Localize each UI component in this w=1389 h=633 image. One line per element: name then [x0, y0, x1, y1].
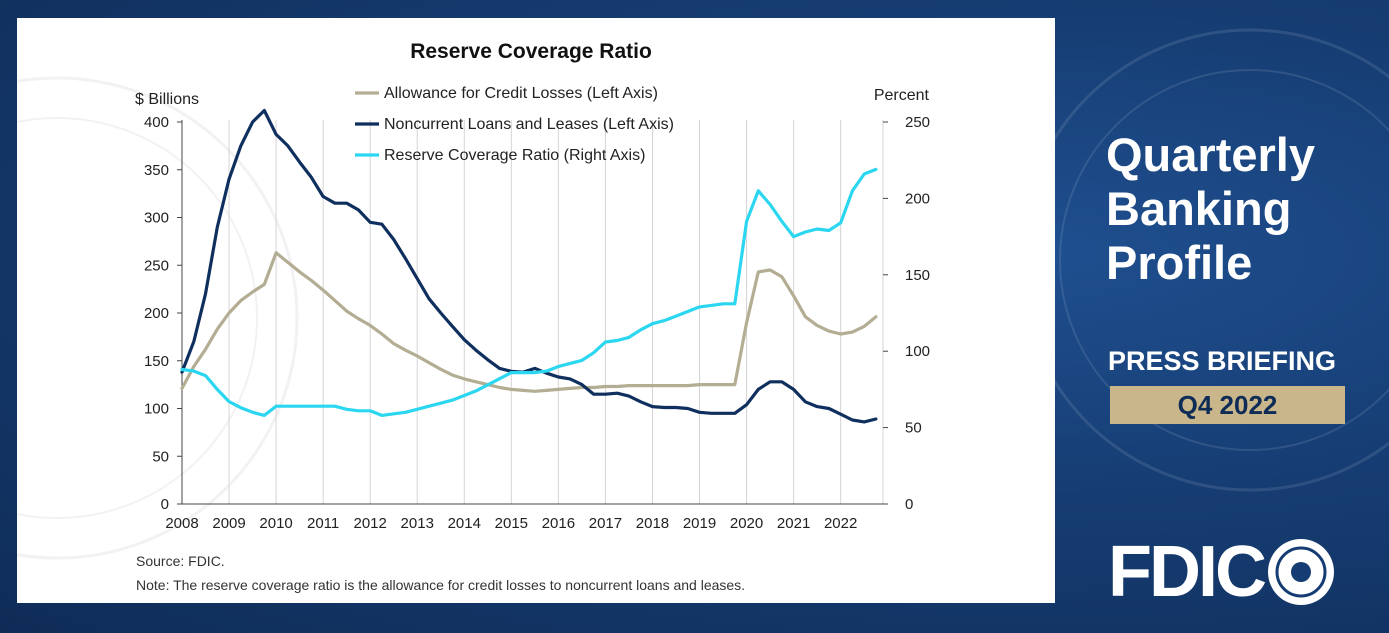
reserve-coverage-chart: 2008 2009 2010 2011 2012 2013 2014 2015 2016 2017…	[17, 40, 930, 593]
x-tick-label: 2014	[448, 515, 481, 532]
left-tick-label: 100	[144, 401, 169, 418]
left-tick-label: 150	[144, 353, 169, 370]
right-tick-label: 200	[905, 190, 930, 207]
chart-panel: 2008 2009 2010 2011 2012 2013 2014 2015 2016 2017…	[17, 18, 1055, 603]
left-tick-label: 200	[144, 305, 169, 322]
quarterly-banking-profile-title: Quarterly Banking Profile	[1106, 128, 1376, 290]
left-tick-label: 400	[144, 114, 169, 131]
left-tick-label: 350	[144, 162, 169, 179]
legend-label: Allowance for Credit Losses (Left Axis)	[384, 85, 658, 102]
fdic-seal-icon	[1267, 539, 1334, 605]
series-line-2	[180, 108, 878, 424]
x-tick-label: 2016	[542, 515, 575, 532]
x-tick-label: 2017	[589, 515, 622, 532]
chart-legend: Allowance for Credit Losses (Left Axis) N…	[355, 85, 674, 164]
right-axis-label: Percent	[874, 87, 930, 104]
source-text: Source: FDIC.	[136, 553, 225, 569]
series-line-1	[180, 251, 878, 393]
x-tick-label: 2008	[165, 515, 198, 532]
left-tick-label: 0	[161, 496, 169, 513]
x-tick-label: 2009	[212, 515, 245, 532]
chart-title: Reserve Coverage Ratio	[410, 40, 652, 63]
fdic-logo: FDIC	[1108, 532, 1336, 612]
right-tick-label: 250	[905, 114, 930, 131]
quarter-badge: Q4 2022	[1110, 386, 1345, 424]
title-line-1: Quarterly	[1106, 128, 1315, 181]
title-line-3: Profile	[1106, 236, 1253, 289]
left-tick-label: 250	[144, 257, 169, 274]
legend-label: Reserve Coverage Ratio (Right Axis)	[384, 147, 645, 164]
right-tick-label: 150	[905, 267, 930, 284]
note-text: Note: The reserve coverage ratio is the …	[136, 577, 745, 593]
left-tick-label: 50	[152, 448, 169, 465]
x-tick-label: 2022	[824, 515, 857, 532]
left-axis-label: $ Billions	[135, 91, 199, 108]
right-tick-label: 0	[905, 496, 913, 513]
right-tick-label: 50	[905, 420, 922, 437]
x-tick-label: 2021	[777, 515, 810, 532]
chart-watermark-seal	[17, 76, 299, 560]
fdic-logo-text: FDIC	[1108, 532, 1267, 612]
x-tick-label: 2015	[495, 515, 528, 532]
x-tick-label: 2010	[259, 515, 292, 532]
left-tick-label: 300	[144, 210, 169, 227]
legend-label: Noncurrent Loans and Leases (Left Axis)	[384, 116, 674, 133]
series-line-3	[180, 167, 878, 417]
x-tick-label: 2019	[683, 515, 716, 532]
x-tick-label: 2018	[636, 515, 669, 532]
press-briefing-label: PRESS BRIEFING	[1108, 346, 1337, 376]
x-tick-label: 2020	[730, 515, 763, 532]
x-tick-label: 2013	[401, 515, 434, 532]
right-tick-label: 100	[905, 343, 930, 360]
x-tick-label: 2011	[307, 515, 339, 532]
x-tick-label: 2012	[354, 515, 387, 532]
title-line-2: Banking	[1106, 182, 1292, 235]
